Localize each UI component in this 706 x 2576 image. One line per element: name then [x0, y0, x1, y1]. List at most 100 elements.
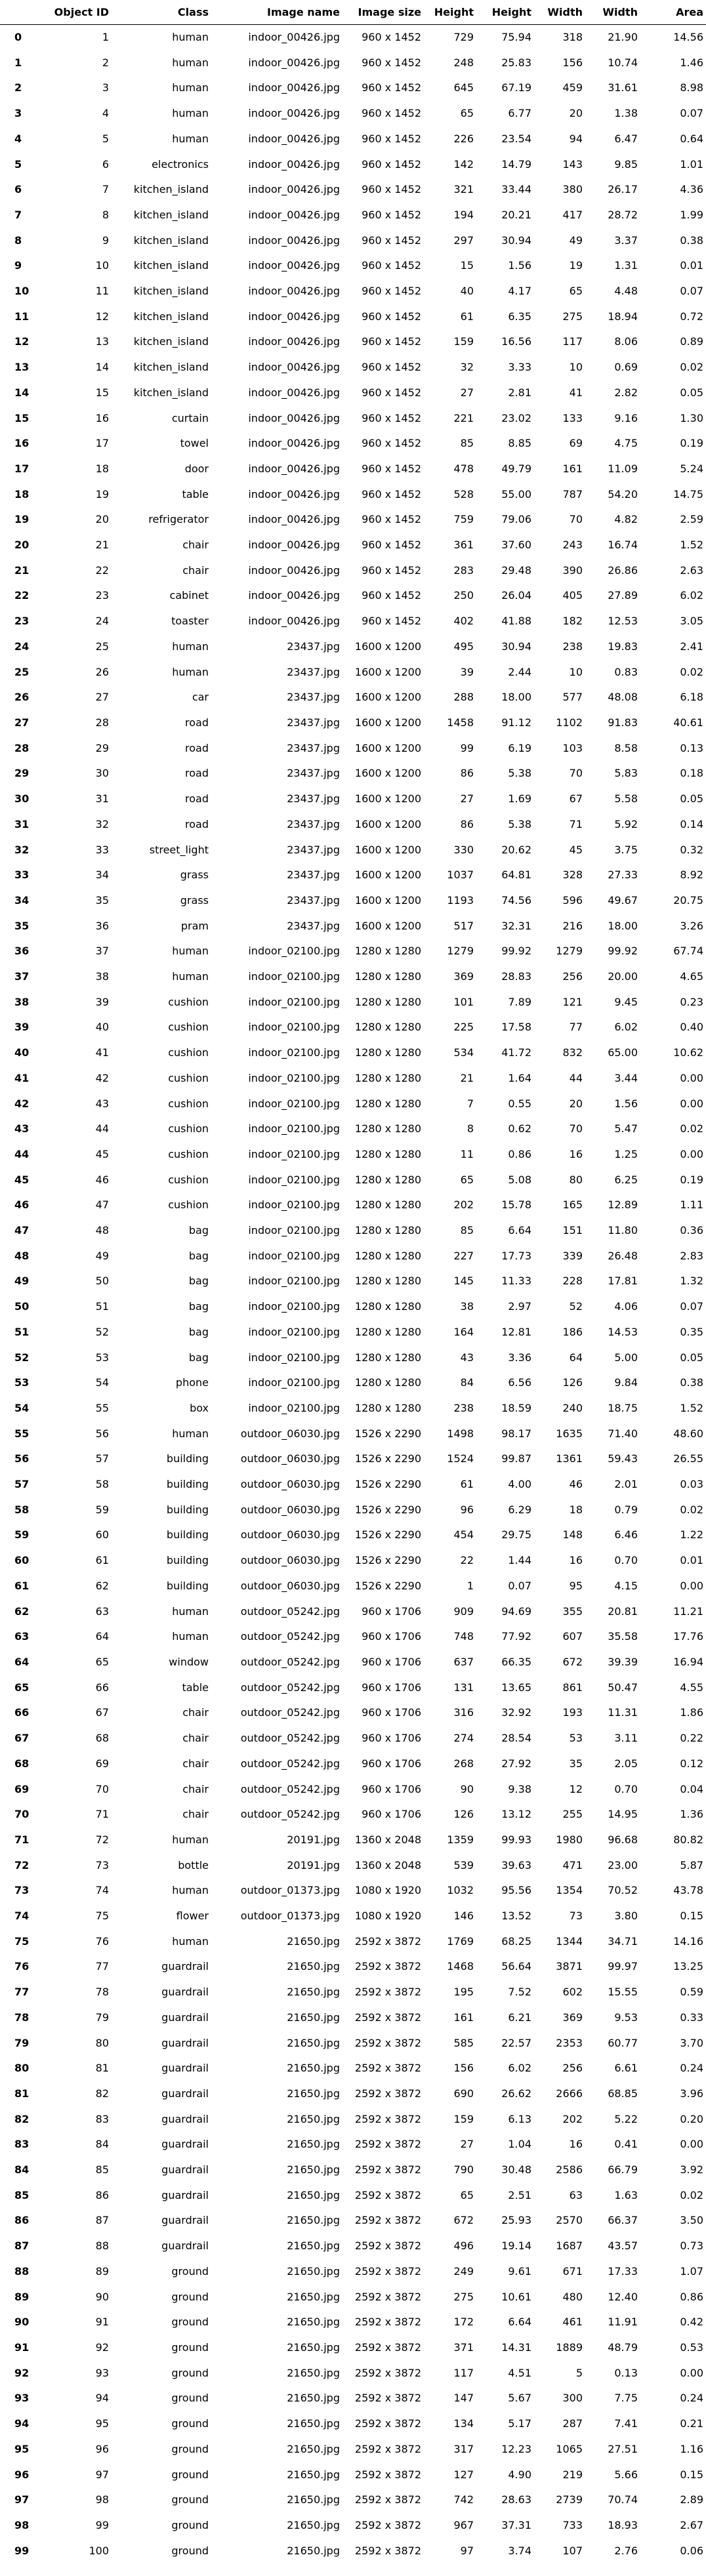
cell-width-px: 148 [562, 1528, 583, 1542]
cell-image-size: 1280 x 1280 [354, 1224, 421, 1237]
cell-area: 26.55 [673, 1452, 703, 1465]
cell-image-name: 21650.jpg [287, 2036, 340, 2049]
cell-height-pct: 6.19 [508, 741, 531, 754]
cell-class: bag [188, 1300, 209, 1313]
cell-class: human [172, 1884, 209, 1897]
cell-object-id: 24 [95, 615, 109, 628]
cell-height-pct: 32.92 [501, 1706, 531, 1719]
cell-object-id: 89 [95, 2264, 109, 2278]
cell-height-pct: 17.58 [501, 1021, 531, 1034]
cell-width-pct: 60.77 [608, 2036, 638, 2049]
cell-area: 1.30 [680, 411, 703, 424]
cell-width-pct: 27.51 [608, 2442, 638, 2455]
cell-class: road [185, 817, 209, 830]
cell-image-size: 2592 x 3872 [354, 2264, 421, 2278]
cell-width-pct: 39.39 [608, 1656, 638, 1668]
cell-index: 87 [14, 2239, 30, 2253]
cell-width-px: 1980 [556, 1833, 583, 1846]
cell-area: 0.02 [680, 1503, 703, 1516]
cell-height-px: 274 [453, 1732, 474, 1745]
cell-image-size: 960 x 1452 [362, 31, 421, 43]
cell-image-size: 2592 x 3872 [354, 2316, 421, 2329]
cell-object-id: 45 [95, 1147, 109, 1160]
cell-width-pct: 7.75 [614, 2392, 638, 2405]
cell-height-px: 172 [453, 2316, 474, 2329]
cell-class: kitchen_island [133, 361, 209, 374]
cell-index: 39 [14, 1021, 30, 1034]
cell-image-size: 1600 x 1200 [354, 843, 421, 856]
cell-object-id: 91 [95, 2316, 109, 2329]
cell-height-pct: 3.36 [508, 1351, 531, 1364]
cell-image-name: indoor_02100.jpg [248, 1046, 340, 1059]
table-row: 14 15 kitchen_island indoor_00426.jpg 960 x … [0, 380, 706, 406]
cell-object-id: 46 [95, 1173, 109, 1186]
cell-width-pct: 27.33 [608, 869, 638, 882]
cell-image-name: 21650.jpg [287, 2138, 340, 2151]
cell-width-px: 19 [569, 259, 583, 272]
cell-index: 33 [14, 869, 30, 882]
cell-area: 0.01 [680, 1554, 703, 1567]
cell-width-pct: 5.58 [614, 792, 638, 806]
cell-area: 2.41 [680, 640, 703, 653]
cell-object-id: 94 [95, 2392, 109, 2405]
cell-height-px: 159 [453, 335, 474, 348]
cell-image-size: 2592 x 3872 [354, 2442, 421, 2455]
cell-height-pct: 7.52 [508, 1986, 531, 1999]
cell-height-px: 748 [453, 1630, 474, 1643]
cell-image-size: 1280 x 1280 [354, 1097, 421, 1110]
cell-image-size: 1280 x 1280 [354, 1249, 421, 1262]
cell-class: window [169, 1656, 209, 1668]
cell-height-pct: 32.31 [501, 919, 531, 932]
cell-height-pct: 6.56 [508, 1376, 531, 1389]
cell-index: 16 [14, 437, 30, 450]
cell-height-px: 1498 [447, 1427, 474, 1440]
cell-height-pct: 14.79 [501, 157, 531, 171]
table-row: 88 89 ground 21650.jpg 2592 x 3872 249 9.61 671… [0, 2259, 706, 2285]
cell-height-pct: 4.17 [508, 285, 531, 298]
cell-width-pct: 10.74 [608, 56, 638, 69]
table-row: 93 94 ground 21650.jpg 2592 x 3872 147 5.67 300… [0, 2386, 706, 2411]
cell-image-size: 960 x 1452 [362, 437, 421, 450]
cell-width-px: 44 [569, 1071, 583, 1084]
cell-image-name: 21650.jpg [287, 2493, 340, 2506]
cell-class: cushion [168, 1198, 209, 1212]
table-row: 5 6 electronics indoor_00426.jpg 960 x 1452 1… [0, 152, 706, 178]
cell-image-size: 1600 x 1200 [354, 792, 421, 806]
cell-index: 67 [14, 1732, 30, 1745]
cell-height-px: 637 [453, 1656, 474, 1668]
cell-class: bag [188, 1224, 209, 1237]
cell-area: 4.65 [680, 970, 703, 983]
cell-object-id: 21 [95, 539, 109, 552]
cell-image-size: 1080 x 1920 [354, 1884, 421, 1897]
cell-area: 0.40 [680, 1021, 703, 1034]
cell-object-id: 7 [102, 183, 109, 196]
cell-height-pct: 4.51 [508, 2366, 531, 2379]
cell-area: 0.20 [680, 2112, 703, 2125]
table-row: 23 24 toaster indoor_00426.jpg 960 x 1452 402… [0, 609, 706, 634]
cell-width-pct: 3.44 [614, 1071, 638, 1084]
cell-height-px: 97 [460, 2544, 474, 2557]
cell-class: guardrail [161, 2188, 209, 2201]
cell-image-size: 1280 x 1280 [354, 995, 421, 1008]
cell-image-size: 2592 x 3872 [354, 2341, 421, 2354]
cell-width-px: 1065 [556, 2442, 583, 2455]
cell-height-px: 85 [460, 437, 474, 450]
cell-image-name: indoor_00426.jpg [248, 310, 340, 323]
table-row: 39 40 cushion indoor_02100.jpg 1280 x 1280 22… [0, 1015, 706, 1040]
cell-height-px: 585 [453, 2036, 474, 2049]
cell-width-px: 121 [562, 995, 583, 1008]
cell-object-id: 77 [95, 1960, 109, 1973]
cell-image-name: 21650.jpg [287, 1934, 340, 1948]
cell-image-name: 21650.jpg [287, 2112, 340, 2125]
cell-area: 0.19 [680, 1173, 703, 1186]
cell-height-pct: 6.64 [508, 1224, 531, 1237]
cell-area: 0.13 [680, 741, 703, 754]
cell-image-name: 23437.jpg [287, 792, 340, 806]
cell-height-px: 15 [460, 259, 474, 272]
cell-height-pct: 39.63 [501, 1858, 531, 1871]
cell-width-px: 369 [562, 2011, 583, 2024]
cell-height-pct: 91.12 [501, 716, 531, 729]
cell-object-id: 64 [95, 1630, 109, 1643]
cell-class: ground [171, 2264, 209, 2278]
cell-object-id: 76 [95, 1934, 109, 1948]
